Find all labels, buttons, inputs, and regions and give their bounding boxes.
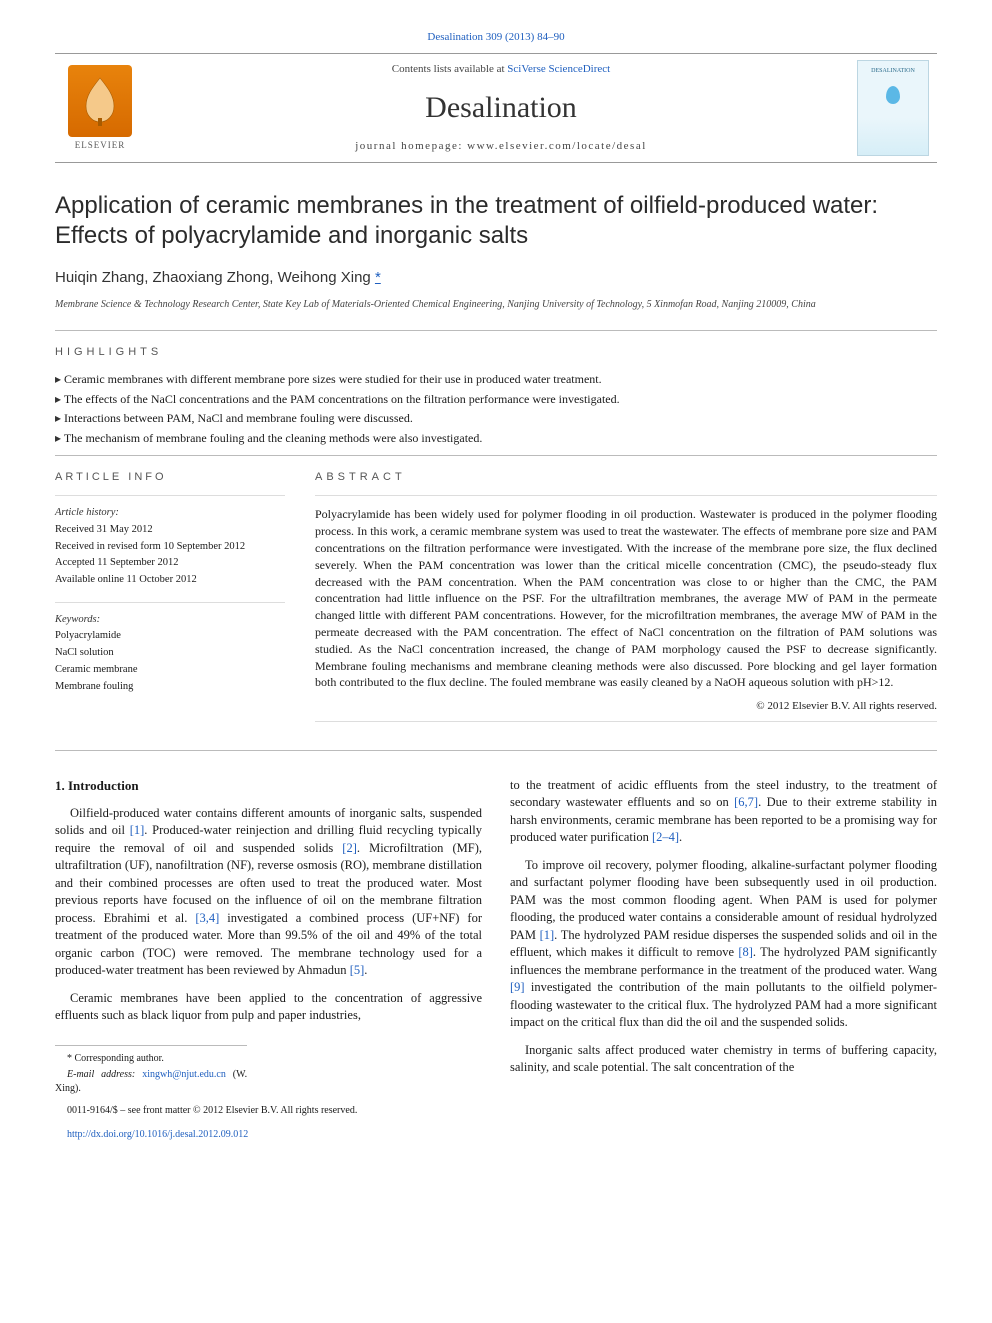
ref-link[interactable]: [1]: [130, 823, 145, 837]
running-head-link[interactable]: Desalination 309 (2013) 84–90: [427, 31, 564, 43]
publisher-label: ELSEVIER: [75, 139, 126, 152]
authors-text: Huiqin Zhang, Zhaoxiang Zhong, Weihong X…: [55, 269, 375, 286]
footnotes: * Corresponding author. E-mail address: …: [55, 1045, 247, 1096]
article-history: Article history: Received 31 May 2012 Re…: [55, 506, 285, 587]
body-paragraph: to the treatment of acidic effluents fro…: [510, 777, 937, 847]
intro-heading: 1. Introduction: [55, 777, 482, 795]
history-line: Accepted 11 September 2012: [55, 556, 285, 571]
tree-svg: [78, 74, 122, 128]
bottom-matter: 0011-9164/$ – see front matter © 2012 El…: [55, 1104, 482, 1142]
ref-link[interactable]: [6,7]: [734, 795, 758, 809]
body-left-column: 1. Introduction Oilfield-produced water …: [55, 777, 482, 1152]
ref-link[interactable]: [2]: [342, 841, 357, 855]
cover-thumb-wrap: DESALINATION: [857, 60, 937, 156]
ref-link[interactable]: [1]: [540, 928, 555, 942]
article-title: Application of ceramic membranes in the …: [55, 191, 937, 251]
water-drop-icon: [886, 86, 900, 104]
keyword: Membrane fouling: [55, 680, 285, 695]
journal-cover-icon: DESALINATION: [857, 60, 929, 156]
corresponding-note: * Corresponding author.: [55, 1052, 247, 1066]
divider-thin: [315, 721, 937, 722]
info-abstract-row: ARTICLE INFO Article history: Received 3…: [55, 470, 937, 732]
divider: [55, 330, 937, 331]
publisher-block: ELSEVIER: [55, 65, 145, 152]
keyword: NaCl solution: [55, 646, 285, 661]
authors: Huiqin Zhang, Zhaoxiang Zhong, Weihong X…: [55, 267, 937, 288]
ref-link[interactable]: [9]: [510, 980, 525, 994]
keywords-label: Keywords:: [55, 613, 285, 628]
ref-link[interactable]: [3,4]: [195, 911, 219, 925]
body-paragraph: Ceramic membranes have been applied to t…: [55, 990, 482, 1025]
keywords: Keywords: Polyacrylamide NaCl solution C…: [55, 613, 285, 694]
highlight-item: Ceramic membranes with different membran…: [55, 371, 937, 388]
email-link[interactable]: xingwh@njut.edu.cn: [142, 1069, 226, 1080]
ref-link[interactable]: [8]: [738, 945, 753, 959]
body-paragraph: Oilfield-produced water contains differe…: [55, 805, 482, 980]
elsevier-tree-icon: [68, 65, 132, 137]
history-label: Article history:: [55, 506, 285, 521]
email-label: E-mail address:: [67, 1069, 142, 1080]
ref-link[interactable]: [2–4]: [652, 830, 679, 844]
email-line: E-mail address: xingwh@njut.edu.cn (W. X…: [55, 1068, 247, 1096]
ref-link[interactable]: [5]: [350, 963, 365, 977]
body-paragraph: Inorganic salts affect produced water ch…: [510, 1042, 937, 1077]
abstract-column: ABSTRACT Polyacrylamide has been widely …: [315, 470, 937, 732]
corresponding-marker[interactable]: *: [375, 269, 381, 286]
highlights-heading: HIGHLIGHTS: [55, 345, 937, 360]
running-head: Desalination 309 (2013) 84–90: [55, 30, 937, 45]
history-line: Received 31 May 2012: [55, 523, 285, 538]
history-line: Available online 11 October 2012: [55, 573, 285, 588]
divider: [55, 455, 937, 456]
masthead-center: Contents lists available at SciVerse Sci…: [145, 62, 857, 155]
body-paragraph: To improve oil recovery, polymer floodin…: [510, 857, 937, 1032]
article-info-heading: ARTICLE INFO: [55, 470, 285, 485]
body-right-column: to the treatment of acidic effluents fro…: [510, 777, 937, 1152]
highlight-item: The mechanism of membrane fouling and th…: [55, 430, 937, 447]
doi-link[interactable]: http://dx.doi.org/10.1016/j.desal.2012.0…: [67, 1129, 248, 1140]
highlight-item: Interactions between PAM, NaCl and membr…: [55, 410, 937, 427]
journal-name: Desalination: [145, 87, 857, 129]
sciencedirect-link[interactable]: SciVerse ScienceDirect: [507, 63, 610, 75]
affiliation: Membrane Science & Technology Research C…: [55, 298, 937, 312]
keyword: Ceramic membrane: [55, 663, 285, 678]
abstract-heading: ABSTRACT: [315, 470, 937, 485]
highlights-list: Ceramic membranes with different membran…: [55, 371, 937, 447]
contents-line: Contents lists available at SciVerse Sci…: [145, 62, 857, 77]
cover-label: DESALINATION: [871, 67, 915, 75]
masthead: ELSEVIER Contents lists available at Sci…: [55, 53, 937, 163]
divider-thin: [315, 495, 937, 496]
keyword: Polyacrylamide: [55, 629, 285, 644]
journal-homepage: journal homepage: www.elsevier.com/locat…: [145, 139, 857, 154]
contents-prefix: Contents lists available at: [392, 63, 507, 75]
abstract-text: Polyacrylamide has been widely used for …: [315, 506, 937, 691]
article-info-column: ARTICLE INFO Article history: Received 3…: [55, 470, 285, 732]
divider-thin: [55, 602, 285, 603]
divider-thin: [55, 495, 285, 496]
body-columns: 1. Introduction Oilfield-produced water …: [55, 777, 937, 1152]
issn-line: 0011-9164/$ – see front matter © 2012 El…: [55, 1104, 482, 1118]
highlight-item: The effects of the NaCl concentrations a…: [55, 391, 937, 408]
divider: [55, 750, 937, 751]
history-line: Received in revised form 10 September 20…: [55, 540, 285, 555]
abstract-copyright: © 2012 Elsevier B.V. All rights reserved…: [315, 699, 937, 714]
